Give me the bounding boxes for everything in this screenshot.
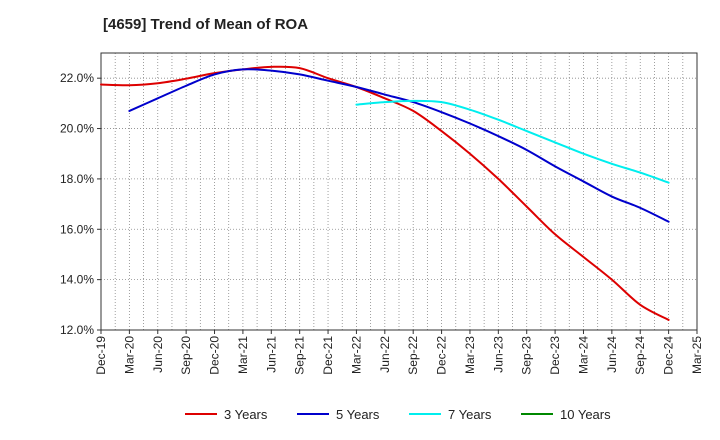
- x-tick-label: Sep-23: [520, 336, 534, 375]
- x-tick-label: Jun-24: [605, 336, 619, 373]
- x-tick-label: Dec-20: [208, 336, 222, 375]
- x-tick-label: Mar-24: [576, 336, 590, 374]
- x-tick-label: Jun-22: [378, 336, 392, 373]
- legend-label-7-years: 7 Years: [448, 407, 492, 422]
- chart-title: [4659] Trend of Mean of ROA: [103, 16, 308, 33]
- x-tick-label: Dec-22: [435, 336, 449, 375]
- x-tick-label: Dec-24: [662, 336, 676, 375]
- legend-label-5-years: 5 Years: [336, 407, 380, 422]
- x-tick-label: Sep-24: [633, 336, 647, 375]
- x-tick-label: Dec-23: [548, 336, 562, 375]
- series-line-7-years: [355, 99, 670, 184]
- x-tick-label: Jun-23: [491, 336, 505, 373]
- x-tick-label: Mar-25: [690, 336, 704, 374]
- x-tick-label: Mar-23: [463, 336, 477, 374]
- series-line-3-years: [100, 65, 670, 321]
- x-tick-label: Dec-21: [321, 336, 335, 375]
- x-tick-label: Sep-21: [293, 336, 307, 375]
- x-tick-label: Jun-20: [151, 336, 165, 373]
- x-tick-label: Sep-20: [179, 336, 193, 375]
- legend-label-3-years: 3 Years: [224, 407, 268, 422]
- legend-label-10-years: 10 Years: [560, 407, 611, 422]
- y-tick-label: 22.0%: [60, 71, 94, 85]
- x-tick-label: Dec-19: [94, 336, 108, 375]
- plot-area: [100, 52, 698, 331]
- x-tick-label: Mar-20: [122, 336, 136, 374]
- x-tick-label: Sep-22: [406, 336, 420, 375]
- y-tick-label: 16.0%: [60, 222, 94, 236]
- y-tick-label: 20.0%: [60, 122, 94, 136]
- x-tick-label: Jun-21: [264, 336, 278, 373]
- y-tick-label: 12.0%: [60, 323, 94, 337]
- y-tick-label: 18.0%: [60, 172, 94, 186]
- x-tick-label: Mar-22: [349, 336, 363, 374]
- series-line-5-years: [128, 68, 670, 223]
- y-tick-label: 14.0%: [60, 273, 94, 287]
- x-tick-label: Mar-21: [236, 336, 250, 374]
